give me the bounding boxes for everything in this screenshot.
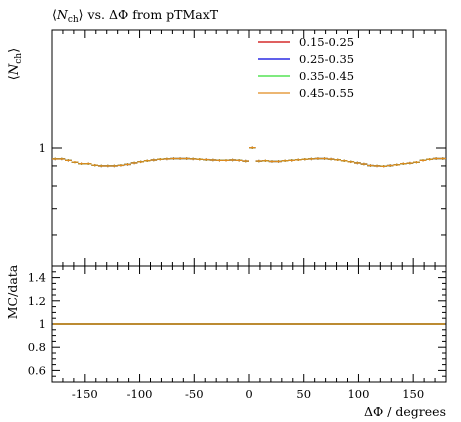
title-subscript: ch [68,15,79,25]
series-0.25-0.35 [52,146,446,168]
legend-label-0.45-0.55: 0.45-0.55 [299,86,354,100]
x-tick-label: -150 [72,387,98,401]
legend-label-0.35-0.45: 0.35-0.45 [299,69,354,83]
legend-label-0.25-0.35: 0.25-0.35 [299,52,354,66]
legend: 0.15-0.25 0.25-0.35 0.35-0.45 0.45-0.55 [258,35,354,100]
title-close-bracket: ⟩ [79,7,84,22]
title-variable: N [56,7,69,22]
series-0.35-0.45 [52,146,446,168]
ylabel-open-bracket: ⟨ [7,75,22,80]
ylabel-subscript: ch [14,53,24,64]
x-tick-label: -50 [185,387,204,401]
title-rest: vs. ΔΦ from pTMaxT [84,7,219,22]
ratio-y-tick-label: 1.4 [28,271,46,285]
main-panel: 1 ⟨Nch⟩ 0.15-0.25 0.25-0.35 0.35-0.45 0.45-… [7,29,447,267]
x-tick-label: 0 [245,387,252,401]
legend-label-0.15-0.25: 0.15-0.25 [299,35,354,49]
main-y-axis-label: ⟨Nch⟩ [7,48,24,80]
ratio-panel: 0.6 0.8 1 1.2 1.4 -150 -100 -50 0 50 100 150 MC/dat… [5,264,447,419]
chart-title: ⟨Nch⟩ vs. ΔΦ from pTMaxT [52,7,219,25]
ratio-y-tick-label: 0.6 [28,363,46,377]
main-axis-ticks: 1 [39,29,446,266]
ratio-axis-ticks: 0.6 0.8 1 1.2 1.4 -150 -100 -50 0 50 100 150 [28,266,446,401]
x-tick-label: 50 [296,387,311,401]
main-series-layer [52,146,446,168]
main-y-tick-label: 1 [39,141,46,155]
x-tick-label: 100 [347,387,369,401]
ylabel-close-bracket: ⟩ [7,48,22,53]
x-axis-label: ΔΦ / degrees [364,404,446,419]
ratio-y-tick-label: 0.8 [28,340,46,354]
ratio-y-tick-label: 1 [39,317,46,331]
series-0.45-0.55 [52,146,446,168]
x-tick-label: -100 [127,387,153,401]
x-tick-label: 150 [402,387,424,401]
ratio-y-axis-label: MC/data [5,264,20,319]
title-open-bracket: ⟨ [52,7,57,22]
ylabel-variable: N [7,63,22,76]
series-0.15-0.25 [52,146,446,168]
ratio-y-tick-label: 1.2 [28,294,46,308]
